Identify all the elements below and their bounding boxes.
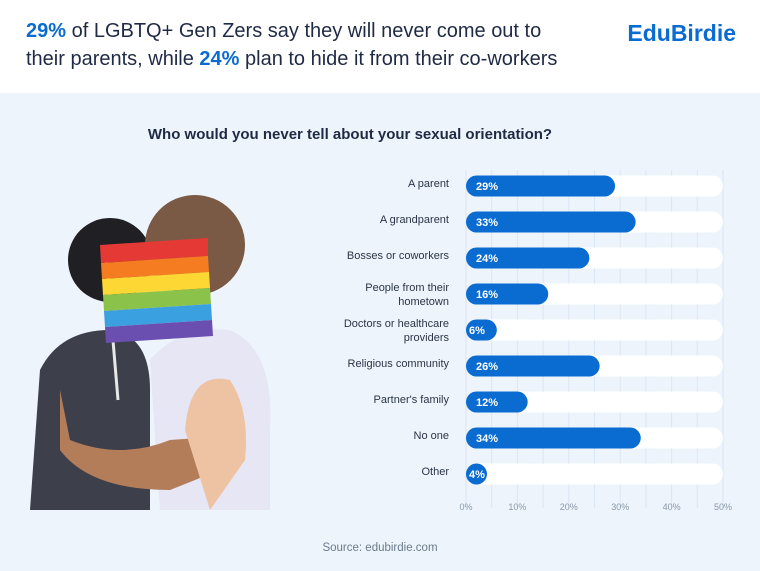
data-label: 34% xyxy=(476,433,498,445)
category-label: Bosses or coworkers xyxy=(347,250,450,262)
data-label: 29% xyxy=(476,181,498,193)
data-label: 16% xyxy=(476,289,498,301)
bar xyxy=(466,427,641,449)
bar xyxy=(466,211,636,233)
bar xyxy=(466,175,616,197)
bar xyxy=(466,355,600,377)
bar-track xyxy=(466,391,723,413)
data-label: 26% xyxy=(476,361,498,373)
x-tick-label: 30% xyxy=(611,502,629,512)
headline-text: their parents, while xyxy=(26,48,200,70)
highlight-24: 24% xyxy=(199,48,240,70)
category-label: Doctors or healthcare xyxy=(344,318,449,330)
highlight-29: 29% xyxy=(26,20,67,42)
category-label: No one xyxy=(414,430,449,442)
category-label: Other xyxy=(421,466,449,478)
bar-track xyxy=(466,463,723,485)
category-label: A parent xyxy=(408,178,449,190)
data-label: 33% xyxy=(476,217,498,229)
chart-title: Who would you never tell about your sexu… xyxy=(147,126,553,143)
category-label: A grandparent xyxy=(380,214,449,226)
edubirdie-logo: EduBirdie xyxy=(627,20,736,46)
data-label: 6% xyxy=(469,325,485,337)
category-label: Religious community xyxy=(348,358,450,370)
x-tick-label: 50% xyxy=(714,502,732,512)
bar-track xyxy=(466,319,723,341)
headline-text: plan to hide it from their co-workers xyxy=(239,48,558,70)
bar-chart: 0% 10% 20% 30% 40% 50% 29% A parent 33% A grandpa… xyxy=(344,170,732,512)
category-label: People from their xyxy=(365,282,449,294)
x-tick-label: 20% xyxy=(560,502,578,512)
data-label: 12% xyxy=(476,397,498,409)
bar xyxy=(466,319,497,341)
bar xyxy=(466,463,487,485)
data-label: 24% xyxy=(476,253,498,265)
x-tick-label: 0% xyxy=(459,502,472,512)
category-label: Partner's family xyxy=(374,394,450,406)
x-tick-label: 40% xyxy=(663,502,681,512)
source-note: Source: edubirdie.com xyxy=(322,542,438,554)
category-label: providers xyxy=(404,332,450,344)
bar xyxy=(466,283,549,305)
headline: 29% of LGBTQ+ Gen Zers say they will nev… xyxy=(26,17,557,73)
headline-text: of LGBTQ+ Gen Zers say they will never c… xyxy=(66,20,542,42)
x-tick-label: 10% xyxy=(508,502,526,512)
header: 29% of LGBTQ+ Gen Zers say they will nev… xyxy=(0,0,760,93)
pride-flag-illustration xyxy=(30,195,271,510)
data-label: 4% xyxy=(469,469,485,481)
bar xyxy=(466,391,528,413)
bar xyxy=(466,247,590,269)
category-label: hometown xyxy=(398,296,449,308)
